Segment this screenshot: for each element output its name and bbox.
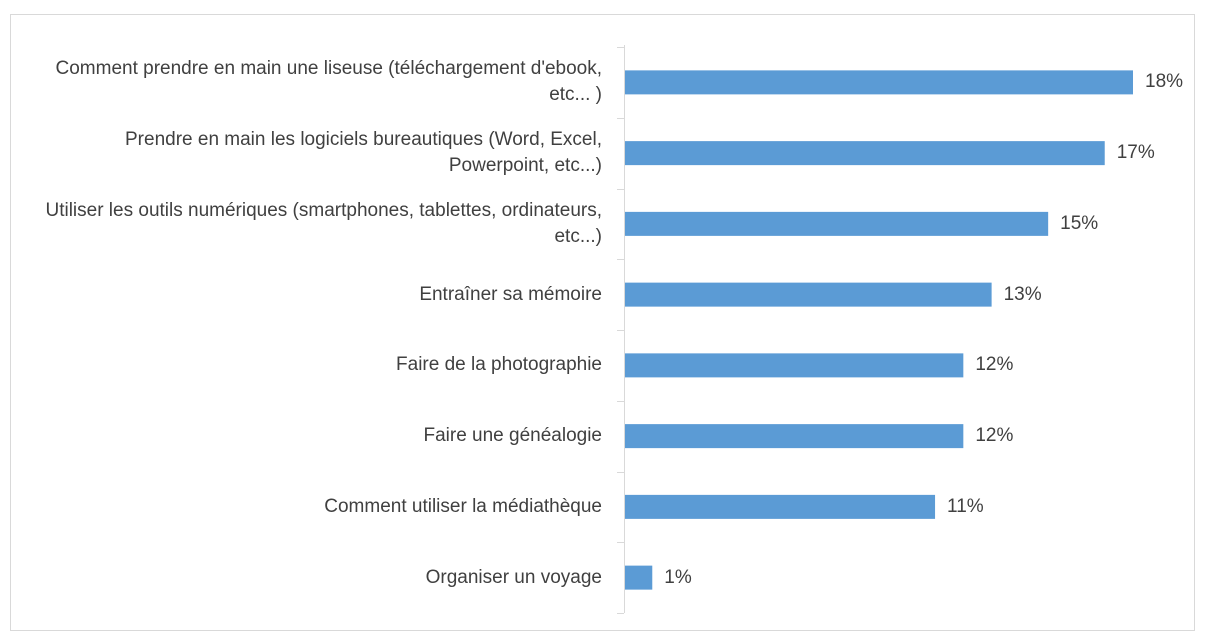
category-label: Faire une généalogie <box>423 425 602 447</box>
data-label: 12% <box>975 354 1014 376</box>
data-label: 1% <box>664 566 692 588</box>
data-label: 13% <box>1003 283 1042 305</box>
data-label: 11% <box>947 495 984 517</box>
data-label: 15% <box>1060 212 1099 234</box>
data-label: 17% <box>1116 142 1155 164</box>
bar <box>625 141 1105 166</box>
bar <box>625 353 964 378</box>
category-label: Utiliser les outils numériques (smartpho… <box>45 199 602 247</box>
bar <box>625 424 964 449</box>
bar <box>625 211 1049 236</box>
bar <box>625 565 653 590</box>
category-label: Organiser un voyage <box>425 566 602 588</box>
data-label: 18% <box>1145 71 1184 93</box>
category-label: Comment prendre en main une liseuse (tél… <box>55 58 603 106</box>
category-label: Faire de la photographie <box>396 354 602 376</box>
category-label: Prendre en main les logiciels bureautiqu… <box>125 129 602 177</box>
chart-frame <box>10 14 1195 631</box>
bar <box>625 494 936 519</box>
category-label: Entraîner sa mémoire <box>419 283 602 305</box>
bar <box>625 70 1133 95</box>
category-label: Comment utiliser la médiathèque <box>324 495 602 517</box>
bar <box>625 282 992 307</box>
data-label: 12% <box>975 425 1014 447</box>
